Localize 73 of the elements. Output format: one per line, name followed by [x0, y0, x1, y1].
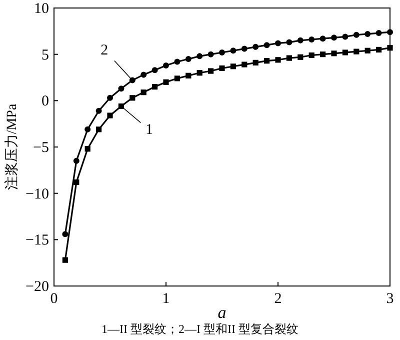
point [96, 108, 102, 114]
point [286, 39, 292, 46]
x-tick-label: 3 [386, 291, 394, 307]
point [252, 60, 258, 66]
point [354, 48, 360, 54]
point [163, 79, 169, 85]
point [331, 34, 337, 41]
annotation: 2 [100, 42, 108, 58]
point [320, 36, 326, 42]
point [387, 29, 393, 36]
point [107, 94, 113, 101]
point [208, 51, 214, 58]
point [73, 158, 80, 164]
point [241, 46, 248, 52]
point [84, 146, 90, 152]
point [342, 50, 348, 56]
point [387, 45, 393, 51]
annotation: 1 [145, 122, 153, 138]
y-tick-label: −10 [26, 186, 49, 202]
point [62, 231, 68, 238]
point [219, 49, 225, 56]
point [174, 58, 180, 65]
y-axis-title: 注浆压力/MPa [4, 103, 20, 190]
point [297, 37, 304, 44]
point [353, 32, 360, 38]
point [163, 62, 169, 68]
point [185, 56, 192, 62]
point [219, 65, 225, 72]
point [174, 76, 180, 82]
point [140, 90, 146, 96]
point [342, 34, 348, 40]
point [74, 179, 80, 186]
y-tick-label: 5 [42, 47, 49, 64]
point [152, 84, 158, 90]
point [130, 95, 136, 101]
x-tick-label: 2 [274, 291, 282, 307]
point [118, 86, 124, 92]
x-axis-title: a [218, 303, 226, 322]
point [376, 30, 382, 36]
point [264, 58, 270, 64]
point [230, 48, 236, 54]
point [331, 50, 337, 56]
point [308, 52, 314, 58]
x-tick-label: 1 [162, 291, 170, 307]
text: 1—II 型裂纹；2—I 型和II 型复合裂纹 [102, 322, 298, 336]
point [308, 36, 315, 43]
point [286, 55, 292, 61]
point [186, 72, 192, 78]
y-tick-label: −15 [26, 232, 49, 249]
point [364, 48, 370, 54]
point [252, 44, 259, 50]
point [152, 67, 158, 74]
y-tick-label: −20 [26, 279, 49, 295]
point [208, 68, 214, 74]
y-tick-label: 0 [42, 94, 49, 110]
point [275, 57, 281, 63]
point [364, 30, 371, 37]
point [230, 64, 236, 70]
point [376, 46, 382, 52]
point [298, 54, 304, 60]
point [96, 126, 102, 132]
y-tick-label: 10 [34, 1, 49, 17]
point [264, 42, 270, 48]
point [140, 72, 147, 78]
point [107, 112, 113, 118]
point [196, 70, 202, 76]
point [62, 257, 68, 263]
point [275, 40, 281, 46]
point [84, 126, 91, 132]
y-tick-label: −5 [33, 140, 49, 156]
point [320, 52, 326, 58]
point [196, 53, 203, 60]
point [242, 62, 248, 68]
